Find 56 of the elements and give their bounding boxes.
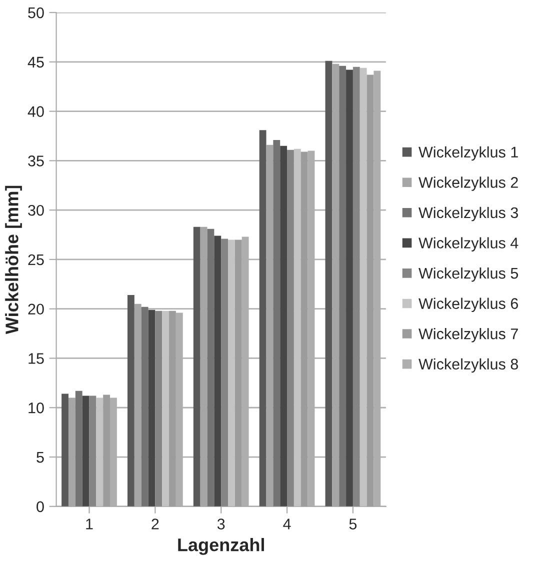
- bar: [169, 310, 176, 506]
- bar: [352, 66, 360, 506]
- bar: [360, 68, 367, 506]
- bar: [259, 130, 266, 506]
- y-tick-label: 0: [36, 501, 44, 512]
- bar: [96, 398, 104, 506]
- bar: [221, 238, 228, 506]
- bar: [162, 310, 170, 506]
- bar: [280, 146, 288, 506]
- x-axis-title: Lagenzahl: [178, 538, 264, 555]
- bar: [339, 66, 346, 506]
- x-tick-label: 1: [86, 518, 93, 530]
- y-tick-label: 40: [28, 106, 44, 117]
- bar: [228, 240, 235, 506]
- y-tick-label: 20: [28, 304, 44, 315]
- bar: [346, 70, 353, 506]
- bar: [155, 310, 162, 506]
- y-tick-label: 30: [28, 204, 44, 216]
- bar: [366, 74, 374, 506]
- x-tick-label: 2: [152, 518, 159, 530]
- legend-label: Wickelzyklus 2: [418, 176, 518, 191]
- legend-label: Wickelzyklus 5: [418, 267, 518, 282]
- bar: [207, 228, 214, 506]
- bar: [127, 295, 134, 506]
- bar: [89, 396, 96, 506]
- bar: [325, 60, 332, 506]
- y-tick-label: 10: [28, 402, 44, 414]
- legend-label: Wickelzyklus 4: [418, 237, 518, 252]
- bar: [75, 390, 82, 506]
- y-tick-label: 45: [28, 56, 44, 68]
- legend-label: Wickelzyklus 8: [418, 358, 518, 373]
- bar: [193, 226, 200, 506]
- bar: [273, 140, 280, 506]
- bar: [62, 394, 68, 506]
- legend-label: Wickelzyklus 3: [418, 206, 518, 222]
- x-tick-label: 5: [349, 518, 357, 530]
- bar: [214, 236, 222, 506]
- bar: [148, 310, 156, 506]
- bar: [141, 306, 148, 506]
- bar: [82, 396, 90, 506]
- legend-label: Wickelzyklus 7: [418, 328, 518, 342]
- bar: [234, 240, 242, 506]
- y-tick-label: 15: [28, 353, 44, 364]
- y-tick-label: 35: [28, 156, 44, 166]
- bar: [294, 148, 301, 506]
- x-tick-label: 3: [217, 518, 225, 530]
- y-tick-label: 50: [28, 7, 44, 18]
- bar: [300, 152, 308, 506]
- x-tick-label: 4: [283, 518, 291, 530]
- bar: [103, 394, 110, 506]
- bar: [287, 150, 294, 506]
- y-tick-label: 5: [36, 452, 44, 463]
- legend-label: Wickelzyklus 6: [418, 298, 518, 312]
- y-tick-label: 25: [28, 254, 44, 266]
- legend-label: Wickelzyklus 1: [418, 146, 518, 161]
- y-axis-title: Wickelhöhe [mm]: [5, 186, 22, 334]
